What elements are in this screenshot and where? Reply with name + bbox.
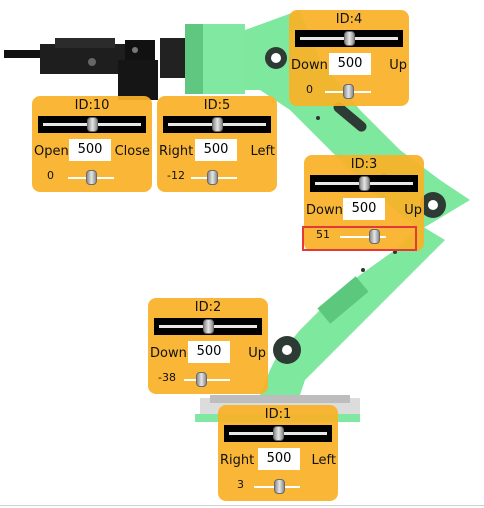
position-value-input[interactable]: 500 [69,139,111,161]
direction-label-left: Down [150,346,187,361]
position-slider[interactable] [38,116,146,133]
servo-panel-id4: ID:4 Down 500 Up 0 [289,10,409,106]
servo-panel-id3: ID:3 Down 500 Up 51 [304,155,424,251]
position-slider[interactable] [163,116,271,133]
direction-label-right: Up [248,346,266,361]
direction-label-right: Up [389,58,407,73]
direction-label-left: Down [306,203,343,218]
direction-label-right: Left [250,144,275,159]
slider-handle[interactable] [87,117,98,132]
position-value-input[interactable]: 500 [188,341,230,363]
deviation-handle[interactable] [196,372,207,387]
deviation-handle[interactable] [274,479,285,494]
bottom-divider [0,505,484,506]
deviation-rail [340,236,386,238]
position-slider[interactable] [154,318,262,335]
direction-label-left: Right [220,453,255,468]
deviation-handle[interactable] [343,84,354,99]
servo-panel-id5: ID:5 Right 500 Left -12 [157,96,277,192]
position-slider[interactable] [224,425,332,442]
position-value-input[interactable]: 500 [258,448,300,470]
slider-handle[interactable] [273,426,284,441]
deviation-handle[interactable] [207,170,218,185]
deviation-rail [184,379,230,381]
slider-handle[interactable] [359,176,370,191]
deviation-value: -12 [167,169,185,182]
deviation-value: 3 [237,478,244,491]
direction-label-right: Up [404,203,422,218]
direction-label-left: Down [291,58,328,73]
servo-title: ID:1 [264,407,292,422]
deviation-value: -38 [158,371,176,384]
direction-label-right: Close [114,144,150,159]
highlight-box [302,226,417,251]
servo-title: ID:5 [203,98,231,113]
servo-panel-id1: ID:1 Right 500 Left 3 [218,405,338,501]
direction-label-left: Open [34,144,69,159]
deviation-handle[interactable] [86,170,97,185]
deviation-value: 0 [306,83,313,96]
position-value-input[interactable]: 500 [343,198,385,220]
servo-title: ID:2 [194,300,222,315]
direction-label-right: Left [311,453,336,468]
slider-handle[interactable] [344,31,355,46]
slider-handle[interactable] [212,117,223,132]
deviation-handle[interactable] [369,229,380,244]
servo-title: ID:3 [350,157,378,172]
servo-panel-id2: ID:2 Down 500 Up -38 [148,298,268,394]
position-slider[interactable] [310,175,418,192]
position-slider[interactable] [295,30,403,47]
servo-title: ID:4 [335,12,363,27]
servo-title: ID:10 [74,98,110,113]
servo-panel-id10: ID:10 Open 500 Close 0 [32,96,152,192]
slider-handle[interactable] [203,319,214,334]
position-value-input[interactable]: 500 [329,53,371,75]
position-value-input[interactable]: 500 [195,139,237,161]
direction-label-left: Right [159,144,194,159]
deviation-value: 51 [316,228,330,241]
deviation-value: 0 [47,169,54,182]
